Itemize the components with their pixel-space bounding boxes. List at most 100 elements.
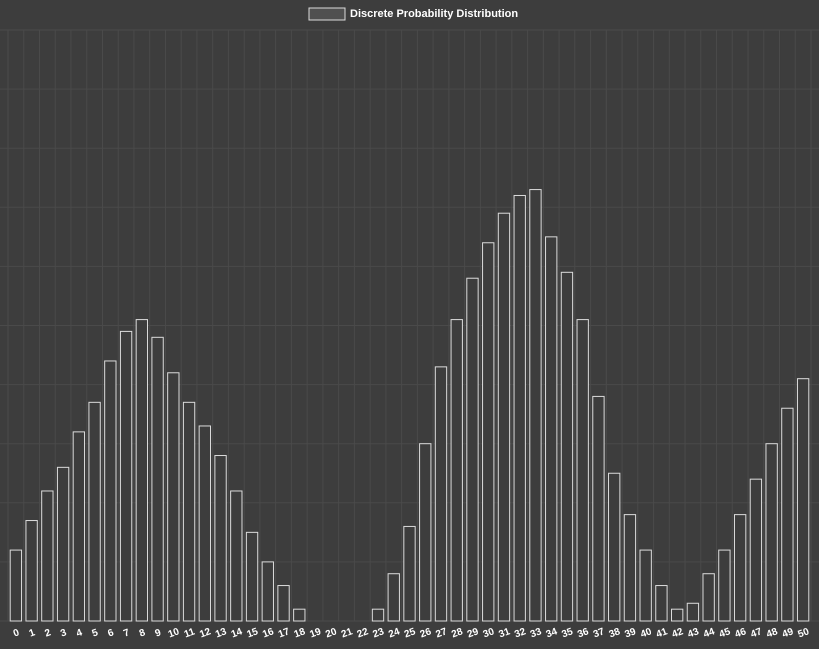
x-tick-label: 40 [639,626,654,640]
legend-swatch [308,7,346,21]
x-tick-label: 35 [560,626,575,640]
bar-46[interactable] [733,514,747,622]
x-tick-label: 27 [434,626,449,640]
x-tick-label: 43 [686,626,701,640]
bar-35[interactable] [560,271,574,622]
x-tick-label: 37 [592,626,607,640]
x-tick-label: 12 [198,626,213,640]
x-tick-label: 30 [482,626,497,640]
bar-36[interactable] [576,319,589,622]
bar-41[interactable] [655,585,668,622]
x-tick-label: 3 [59,627,68,639]
x-tick-label: 45 [718,626,733,640]
x-tick-label: 28 [450,626,465,640]
bar-10[interactable] [167,372,180,622]
x-tick-label: 17 [277,626,292,640]
bar-13[interactable] [214,455,227,622]
bar-31[interactable] [497,212,511,622]
bar-39[interactable] [623,514,637,622]
bar-40[interactable] [639,549,652,622]
bar-38[interactable] [608,472,621,622]
x-tick-label: 1 [28,627,37,639]
x-tick-label: 44 [702,626,717,640]
x-tick-label: 11 [183,626,197,640]
x-tick-label: 9 [154,627,163,639]
bar-0[interactable] [9,549,23,622]
x-tick-label: 38 [608,626,623,640]
x-tick-label: 34 [545,626,560,640]
bar-43[interactable] [686,602,700,622]
x-tick-label: 19 [308,626,323,640]
x-tick-label: 15 [245,626,260,640]
bar-37[interactable] [592,395,605,622]
bar-17[interactable] [277,585,290,622]
bar-34[interactable] [545,236,558,622]
bar-11[interactable] [182,401,196,622]
x-tick-label: 41 [655,626,670,640]
x-tick-label: 25 [403,626,418,640]
x-tick-label: 31 [497,626,512,640]
bar-50[interactable] [796,378,810,622]
x-tick-label: 46 [734,626,749,640]
bar-23[interactable] [371,608,385,622]
x-tick-label: 23 [371,626,386,640]
bar-33[interactable] [529,189,542,622]
bar-15[interactable] [245,531,259,622]
x-tick-label: 39 [623,626,638,640]
x-tick-label: 7 [122,627,131,639]
x-tick-label: 24 [387,626,402,640]
x-tick-label: 21 [340,626,355,640]
x-tick-label: 0 [12,627,21,639]
x-tick-label: 49 [781,626,796,640]
x-tick-label: 10 [167,626,182,640]
x-tick-label: 8 [138,627,147,639]
x-tick-label: 20 [324,626,339,640]
bar-27[interactable] [434,366,448,622]
legend[interactable]: Discrete Probability Distribution [308,7,518,21]
x-tick-label: 16 [261,626,276,640]
bar-42[interactable] [671,608,684,622]
bar-48[interactable] [765,443,778,622]
x-tick-label: 47 [749,626,764,640]
bar-9[interactable] [151,336,164,622]
x-tick-label: 5 [91,627,100,639]
bar-32[interactable] [513,194,526,622]
x-tick-labels: 0 1 2 3 4 5 6 7 8 9 10 11 12 13 14 15 16 17 18 19 20 21 22 23 24… [12,626,811,640]
bar-44[interactable] [702,573,715,622]
bar-7[interactable] [119,330,133,622]
bar-12[interactable] [198,425,211,622]
bar-3[interactable] [56,466,70,622]
bars [9,189,810,622]
bar-49[interactable] [781,407,794,622]
bar-18[interactable] [293,608,306,622]
bar-24[interactable] [387,573,400,622]
bar-30[interactable] [482,242,495,622]
bar-4[interactable] [72,431,86,622]
bar-8[interactable] [135,319,149,622]
x-tick-label: 6 [106,627,115,639]
bar-26[interactable] [419,443,432,622]
bar-2[interactable] [41,490,54,622]
x-tick-label: 13 [214,626,229,640]
bar-45[interactable] [718,549,731,622]
grid [0,29,819,622]
x-tick-label: 22 [356,626,371,640]
bar-5[interactable] [88,401,101,622]
bar-47[interactable] [749,478,763,622]
x-tick-label: 26 [419,626,434,640]
x-tick-label: 29 [466,626,481,640]
x-tick-label: 14 [230,626,245,640]
x-tick-label: 42 [671,626,686,640]
x-tick-label: 4 [75,627,84,639]
legend-label: Discrete Probability Distribution [350,8,518,20]
x-tick-label: 48 [765,626,780,640]
bar-25[interactable] [403,525,416,622]
bar-16[interactable] [261,561,274,622]
bar-29[interactable] [466,277,479,622]
bar-14[interactable] [230,490,243,622]
bar-28[interactable] [450,319,463,622]
bar-1[interactable] [25,520,38,622]
bar-6[interactable] [104,360,117,622]
